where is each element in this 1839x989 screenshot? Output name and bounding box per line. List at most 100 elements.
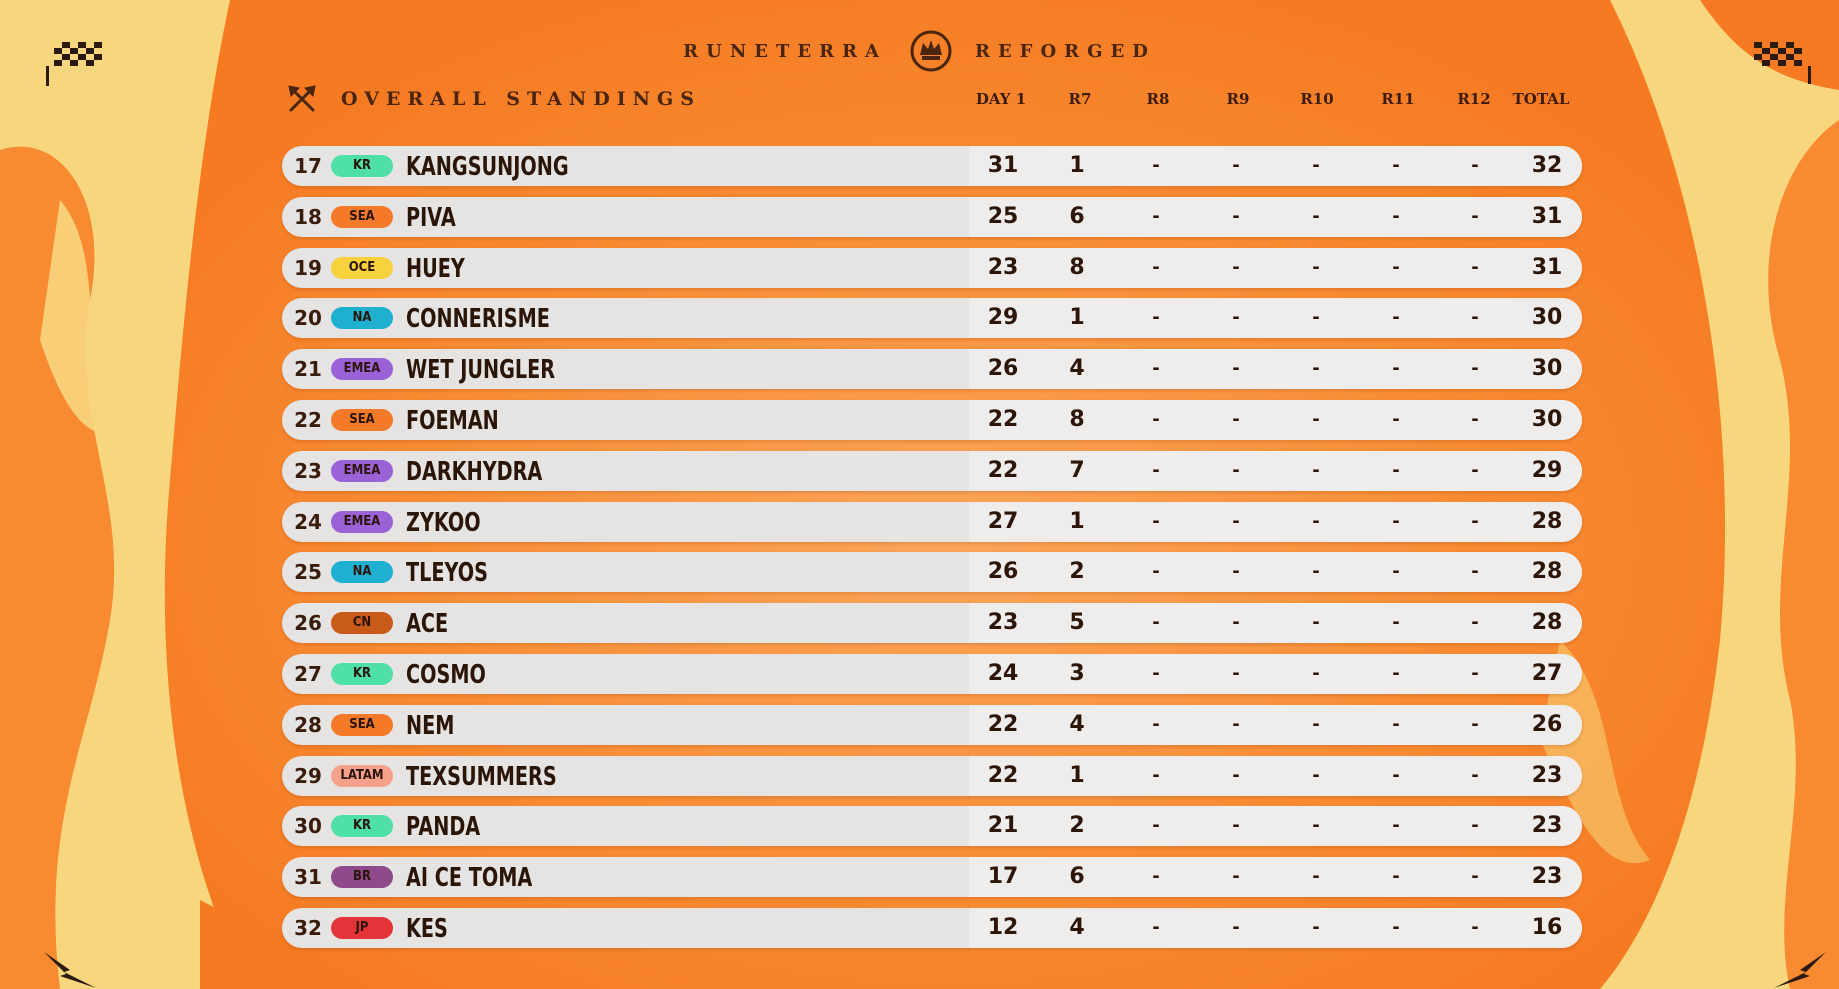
table-row: 17 KR KANGSUNJONG 31 1 - - - - - 32 (282, 146, 1582, 186)
lightning-icon (44, 952, 96, 988)
score-cell: 1 (1069, 305, 1085, 331)
score-cell: - (1232, 916, 1240, 938)
score-cell: - (1392, 155, 1400, 176)
total-score: 27 (1531, 660, 1563, 686)
score-cell: - (1312, 358, 1320, 380)
table-row: 26 CN ACE 23 5 - - - - - 28 (282, 603, 1582, 644)
table-row: 25 NA TLEYOS 26 2 - - - - - 28 (282, 552, 1582, 593)
score-cell: - (1152, 713, 1160, 735)
column-header-total: TOTAL (1512, 90, 1570, 108)
score-cell: - (1392, 307, 1400, 329)
score-cell: - (1232, 662, 1240, 684)
score-cell: - (1392, 358, 1400, 380)
score-panel (969, 298, 1582, 339)
lightning-icon (1774, 952, 1826, 988)
score-cell: - (1312, 561, 1320, 583)
total-score: 28 (1531, 508, 1563, 534)
score-cell: 8 (1069, 254, 1085, 280)
score-cell: - (1471, 866, 1479, 888)
total-score: 30 (1531, 406, 1563, 432)
score-cell: 22 (987, 711, 1019, 737)
score-cell: - (1312, 155, 1320, 176)
table-row: 23 EMEA DARKHYDRA 22 7 - - - - - 29 (282, 450, 1582, 491)
column-header-r9: R9 (1226, 90, 1250, 108)
score-cell: 8 (1069, 406, 1085, 432)
player-name: CONNERISME (406, 304, 550, 335)
score-cell: - (1392, 815, 1400, 837)
player-name: HUEY (406, 253, 465, 284)
rank-number: 23 (294, 458, 322, 483)
player-name: FOEMAN (406, 405, 499, 436)
rank-number: 21 (294, 357, 322, 382)
rank-number: 18 (294, 204, 322, 229)
score-cell: - (1312, 205, 1320, 227)
player-name: PANDA (406, 812, 481, 843)
total-score: 31 (1531, 203, 1563, 229)
table-row: 30 KR PANDA 21 2 - - - - - 23 (282, 806, 1582, 847)
score-cell: - (1312, 459, 1320, 481)
score-cell: - (1471, 662, 1479, 684)
region-badge: BR (331, 866, 393, 889)
score-cell: - (1392, 764, 1400, 786)
score-cell: 22 (987, 406, 1019, 432)
score-cell: - (1471, 916, 1479, 938)
score-cell: - (1471, 155, 1479, 176)
total-score: 30 (1531, 305, 1563, 331)
score-cell: - (1152, 205, 1160, 227)
score-cell: - (1312, 256, 1320, 278)
score-panel (969, 349, 1582, 390)
score-cell: - (1152, 764, 1160, 786)
total-score: 23 (1531, 762, 1563, 788)
score-cell: 12 (987, 914, 1019, 940)
score-cell: 17 (987, 864, 1019, 890)
score-cell: - (1232, 510, 1240, 532)
score-cell: - (1152, 866, 1160, 888)
rank-number: 24 (294, 509, 322, 534)
runeterra-reforged-logo: RUNETERRA REFORGED (0, 26, 1839, 76)
rank-number: 20 (294, 306, 322, 331)
rank-number: 28 (294, 712, 322, 737)
score-cell: 22 (987, 762, 1019, 788)
score-cell: 1 (1069, 153, 1085, 178)
score-cell: - (1312, 815, 1320, 837)
score-cell: 1 (1069, 508, 1085, 534)
region-badge: EMEA (331, 510, 393, 533)
score-cell: - (1471, 713, 1479, 735)
score-cell: - (1232, 155, 1240, 176)
score-panel (969, 755, 1582, 796)
score-cell: 1 (1069, 762, 1085, 788)
score-cell: - (1152, 155, 1160, 176)
total-score: 30 (1531, 356, 1563, 382)
table-row: 22 SEA FOEMAN 22 8 - - - - - 30 (282, 399, 1582, 440)
score-cell: - (1392, 256, 1400, 278)
score-cell: 26 (987, 356, 1019, 382)
score-cell: - (1152, 815, 1160, 837)
region-badge: JP (331, 916, 393, 939)
total-score: 28 (1531, 559, 1563, 585)
score-cell: - (1392, 561, 1400, 583)
score-cell: - (1152, 612, 1160, 634)
score-cell: - (1392, 408, 1400, 430)
player-name: AI CE TOMA (406, 863, 533, 894)
total-score: 29 (1531, 457, 1563, 483)
rank-number: 19 (294, 255, 322, 280)
score-cell: - (1471, 408, 1479, 430)
total-score: 23 (1531, 813, 1563, 839)
region-badge: EMEA (331, 358, 393, 381)
player-name: KES (406, 913, 448, 944)
score-cell: - (1312, 764, 1320, 786)
column-header-r11: R11 (1381, 90, 1415, 108)
score-cell: - (1152, 256, 1160, 278)
score-cell: 23 (987, 610, 1019, 636)
score-cell: - (1232, 612, 1240, 634)
crossed-axes-icon (288, 85, 316, 112)
table-row: 28 SEA NEM 22 4 - - - - - 26 (282, 704, 1582, 745)
score-cell: - (1392, 662, 1400, 684)
score-cell: - (1471, 358, 1479, 380)
score-cell: 2 (1069, 559, 1085, 585)
player-name: PIVA (406, 202, 456, 233)
score-panel (969, 907, 1582, 948)
score-cell: - (1312, 662, 1320, 684)
region-badge: KR (331, 815, 393, 838)
score-panel (969, 806, 1582, 847)
